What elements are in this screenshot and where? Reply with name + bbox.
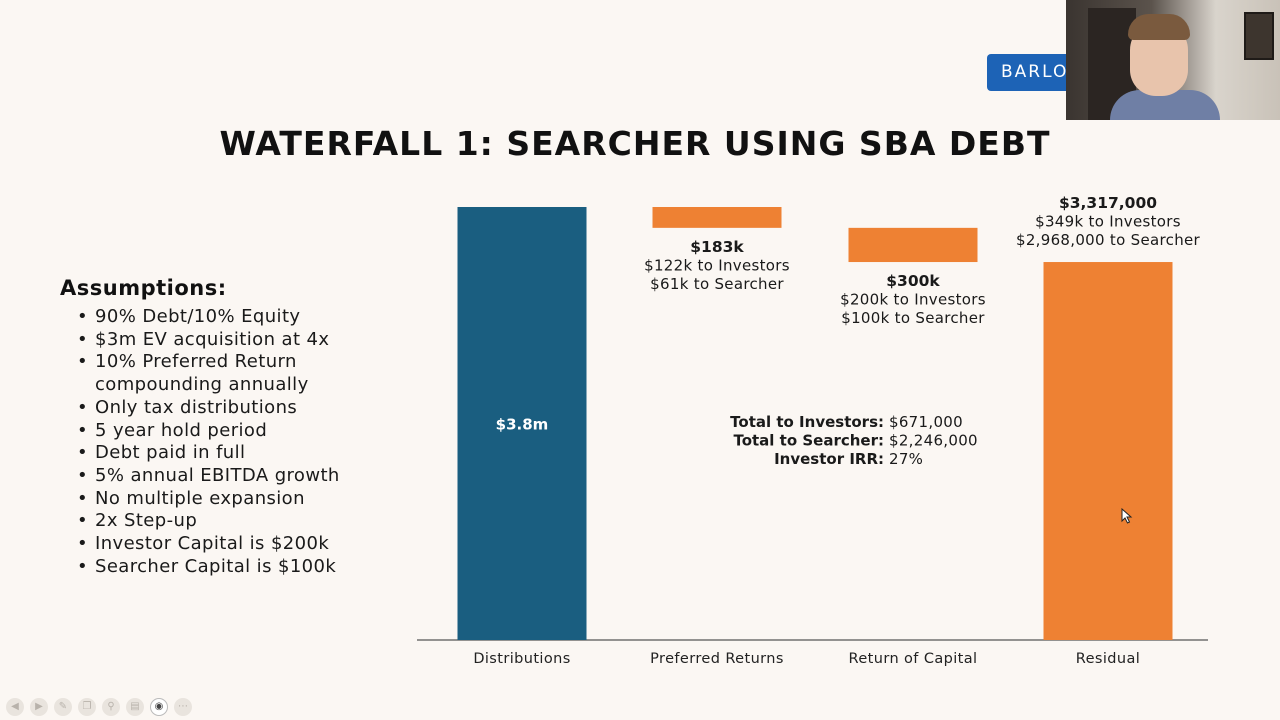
total-value: 27% [889, 450, 923, 468]
bar-value-label: $3,317,000 [1059, 194, 1157, 212]
assumption-item: Investor Capital is $200k [60, 533, 340, 556]
tick-label: Return of Capital [849, 651, 978, 667]
logo-text: BARLOW [1001, 62, 1087, 82]
bar-return-of-capital [848, 227, 978, 263]
bar-distributions [457, 207, 587, 640]
assumption-item: 90% Debt/10% Equity [60, 306, 340, 329]
tick-label: Residual [1076, 651, 1140, 667]
assumptions-heading: Assumptions: [60, 276, 227, 300]
total-label: Investor IRR: [774, 450, 884, 468]
assumption-item: Debt paid in full [60, 442, 340, 465]
assumption-item: Searcher Capital is $100k [60, 556, 340, 579]
assumption-item: $3m EV acquisition at 4x [60, 329, 340, 352]
bar-residual [1043, 262, 1173, 640]
next-icon[interactable]: ▶ [30, 698, 48, 716]
assumption-item: 5% annual EBITDA growth [60, 465, 340, 488]
copy-icon[interactable]: ❐ [78, 698, 96, 716]
assumption-item: No multiple expansion [60, 488, 340, 511]
zoom-icon[interactable]: ⚲ [102, 698, 120, 716]
tick-label: Distributions [473, 651, 570, 667]
slide-title: WATERFALL 1: SEARCHER USING SBA DEBT [219, 124, 1051, 163]
assumption-item: 2x Step-up [60, 510, 340, 533]
total-label: Total to Investors: [730, 413, 884, 431]
bar-split-label: $200k to Investors [840, 291, 986, 309]
presentation-toolbar: ◀ ▶ ✎ ❐ ⚲ ▤ ◉ ⋯ [6, 698, 192, 716]
bar-split-label: $349k to Investors [1035, 213, 1181, 231]
subtitle-icon[interactable]: ▤ [126, 698, 144, 716]
webcam-picture-frame [1244, 12, 1274, 60]
bar-inside-label: $3.8m [496, 416, 549, 434]
bar-split-label: $122k to Investors [644, 256, 790, 274]
pen-icon[interactable]: ✎ [54, 698, 72, 716]
total-value: $2,246,000 [889, 432, 978, 450]
bar-split-label: $61k to Searcher [650, 275, 784, 293]
total-label: Total to Searcher: [733, 432, 884, 450]
assumptions-panel: Assumptions: 90% Debt/10% Equity $3m EV … [60, 276, 340, 578]
bar-split-label: $100k to Searcher [841, 309, 985, 327]
assumption-item: Only tax distributions [60, 397, 340, 420]
webcam-presenter-hair [1128, 14, 1190, 40]
tick-label: Preferred Returns [650, 651, 784, 667]
bar-value-label: $300k [886, 272, 940, 290]
mouse-cursor-icon [1121, 508, 1133, 524]
bar-value-label: $183k [690, 238, 744, 256]
assumption-item: 5 year hold period [60, 420, 340, 443]
more-icon[interactable]: ⋯ [174, 698, 192, 716]
camera-icon[interactable]: ◉ [150, 698, 168, 716]
total-value: $671,000 [889, 413, 963, 431]
prev-icon[interactable]: ◀ [6, 698, 24, 716]
assumptions-list: 90% Debt/10% Equity $3m EV acquisition a… [60, 306, 340, 578]
webcam-video [1066, 0, 1280, 120]
bar-split-label: $2,968,000 to Searcher [1016, 231, 1201, 249]
bar-preferred-returns [652, 207, 782, 228]
assumption-item: 10% Preferred Return compounding annuall… [60, 351, 325, 396]
